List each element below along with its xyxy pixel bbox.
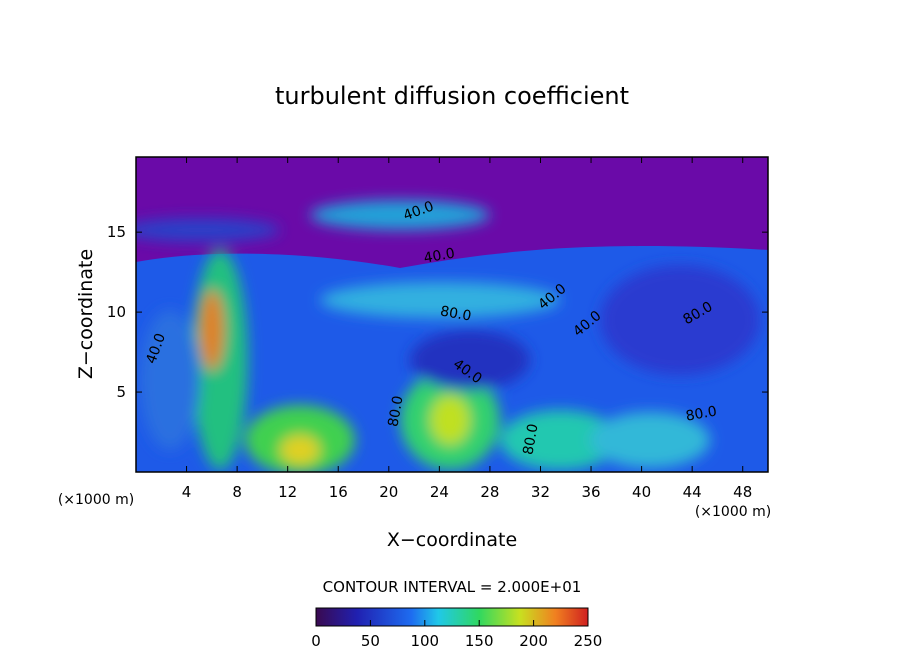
colorbar-tick-label: 0 <box>311 632 321 650</box>
x-tick-label: 20 <box>379 483 398 501</box>
x-tick-label: 24 <box>430 483 449 501</box>
y-unit: (×1000 m) <box>58 492 134 508</box>
x-tick-label: 32 <box>531 483 550 501</box>
contour-label: 80.0 <box>520 423 541 456</box>
x-unit: (×1000 m) <box>695 504 771 520</box>
contour-label: 40.0 <box>423 245 456 266</box>
colorbar-tick-label: 250 <box>574 632 603 650</box>
y-tick-label: 10 <box>107 303 126 321</box>
colorbar-tick-label: 50 <box>361 632 380 650</box>
y-tick-label: 5 <box>116 383 126 401</box>
x-tick-label: 36 <box>581 483 600 501</box>
colorbar <box>315 607 589 627</box>
x-tick-label: 28 <box>480 483 499 501</box>
contour-interval: CONTOUR INTERVAL = 2.000E+01 <box>323 578 582 596</box>
x-tick-label: 40 <box>632 483 651 501</box>
colorbar-tick-label: 200 <box>519 632 548 650</box>
x-tick-label: 48 <box>733 483 752 501</box>
x-tick-label: 16 <box>329 483 348 501</box>
contour-label: 80.0 <box>385 395 406 428</box>
x-tick-label: 8 <box>232 483 242 501</box>
contour-label: 80.0 <box>439 303 472 324</box>
y-tick-label: 15 <box>107 223 126 241</box>
field <box>136 157 768 472</box>
colorbar-tick-label: 150 <box>465 632 494 650</box>
x-tick-label: 4 <box>182 483 192 501</box>
x-tick-label: 12 <box>278 483 297 501</box>
contour-label: 80.0 <box>685 403 718 424</box>
chart-title: turbulent diffusion coefficient <box>275 82 629 110</box>
colorbar-tick-label: 100 <box>410 632 439 650</box>
x-axis-label: X−coordinate <box>387 529 517 551</box>
plot-frame <box>135 156 769 473</box>
y-axis-label: Z−coordinate <box>75 249 97 379</box>
x-tick-label: 44 <box>683 483 702 501</box>
